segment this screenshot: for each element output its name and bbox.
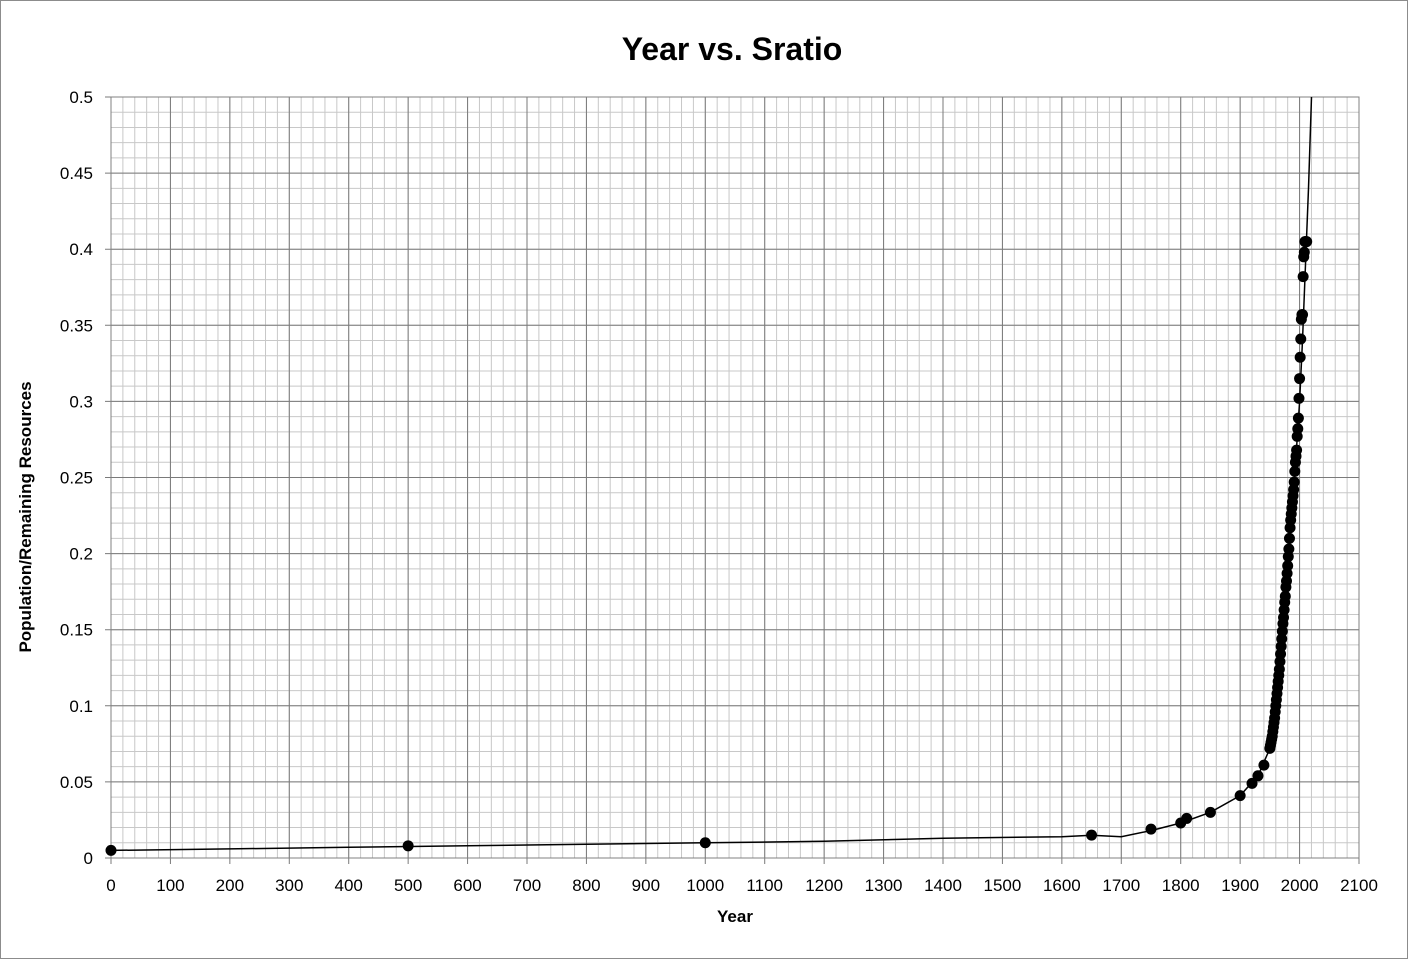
data-point [699, 837, 711, 849]
x-tick-label: 1000 [686, 876, 724, 895]
x-tick-label: 2000 [1281, 876, 1319, 895]
data-point [1283, 543, 1295, 555]
data-point [1292, 412, 1304, 424]
data-point [1291, 444, 1303, 456]
major-grid [105, 96, 1360, 864]
x-tick-label: 800 [572, 876, 600, 895]
data-point [1295, 333, 1307, 345]
data-point [402, 840, 414, 852]
data-point [105, 844, 117, 856]
y-tick-label: 0.05 [60, 773, 93, 792]
data-point [1293, 392, 1305, 404]
y-tick-label: 0.25 [60, 469, 93, 488]
x-tick-label: 400 [335, 876, 363, 895]
x-tick-label: 1200 [805, 876, 843, 895]
x-tick-label: 1600 [1043, 876, 1081, 895]
data-point [1279, 590, 1291, 602]
x-tick-label: 0 [106, 876, 115, 895]
x-tick-label: 1900 [1221, 876, 1259, 895]
x-tick-label: 1700 [1102, 876, 1140, 895]
y-tick-label: 0 [84, 849, 93, 868]
x-tick-label: 700 [513, 876, 541, 895]
x-tick-label: 200 [216, 876, 244, 895]
y-tick-label: 0.2 [69, 545, 93, 564]
data-point [1282, 560, 1294, 572]
data-point [1301, 236, 1313, 248]
data-point [1145, 823, 1157, 835]
data-point [1234, 790, 1246, 802]
data-point [1297, 271, 1309, 283]
data-point [1297, 309, 1309, 321]
x-tick-label: 2100 [1340, 876, 1378, 895]
y-tick-label: 0.5 [69, 88, 93, 107]
plot-area [110, 96, 1360, 859]
data-points [105, 236, 1313, 856]
x-axis-label: Year [717, 907, 753, 926]
x-tick-label: 1500 [984, 876, 1022, 895]
y-tick-label: 0.3 [69, 392, 93, 411]
x-tick-label: 1400 [924, 876, 962, 895]
y-tick-label: 0.35 [60, 316, 93, 335]
x-tick-label: 1100 [746, 876, 783, 895]
x-tick-label: 1300 [865, 876, 903, 895]
data-point [1292, 423, 1304, 435]
data-point [1246, 777, 1258, 789]
trend-line [110, 96, 1313, 852]
data-point [1181, 812, 1193, 824]
y-tick-label: 0.15 [60, 621, 93, 640]
data-point [1288, 476, 1300, 488]
data-point [1294, 373, 1306, 385]
x-tick-label: 300 [275, 876, 303, 895]
x-tick-label: 600 [453, 876, 481, 895]
x-tick-label: 900 [632, 876, 660, 895]
x-tick-label: 100 [156, 876, 184, 895]
data-point [1258, 759, 1270, 771]
data-point [1252, 770, 1264, 782]
data-point [1283, 532, 1295, 544]
data-point [1298, 246, 1310, 258]
x-tick-label: 1800 [1162, 876, 1200, 895]
x-tick-label: 500 [394, 876, 422, 895]
chart-title: Year vs. Sratio [622, 31, 843, 67]
data-point [1204, 806, 1216, 818]
data-point [1086, 829, 1098, 841]
y-tick-label: 0.1 [69, 697, 93, 716]
y-tick-label: 0.45 [60, 164, 93, 183]
x-tick-labels: 0 100 200 300 400 500 600 700 800 900 1000 1100 1200… [106, 876, 1378, 895]
y-tick-labels: 0 0.05 0.1 0.15 0.2 0.25 0.3 0.35 0.4 0.45 0.5 [60, 88, 93, 868]
data-point [1289, 465, 1301, 477]
y-tick-label: 0.4 [69, 240, 93, 259]
data-point [1294, 351, 1306, 363]
y-axis-label: Population/Remaining Resources [16, 381, 35, 652]
